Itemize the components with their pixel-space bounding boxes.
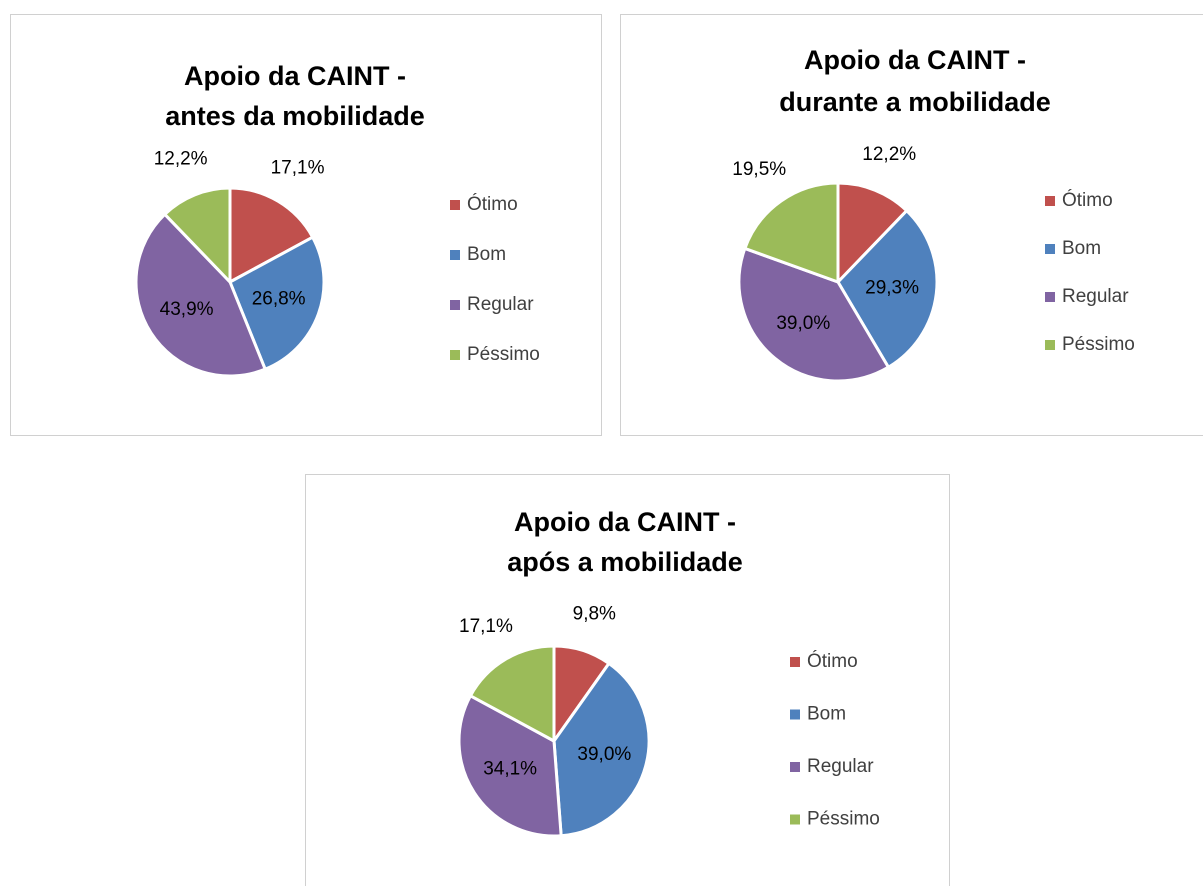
data-label: 26,8% [252,289,306,310]
legend-swatch [1045,292,1055,302]
legend-label: Bom [1062,238,1101,259]
chart-title: durante a mobilidade [779,87,1051,117]
legend-swatch [450,300,460,310]
chart-title: Apoio da CAINT - [804,45,1026,75]
legend-label: Ótimo [467,193,518,215]
data-label: 9,8% [573,603,616,624]
data-label: 17,1% [271,158,325,179]
legend-label: Péssimo [807,809,880,830]
data-label: 17,1% [459,616,513,637]
legend-swatch [450,350,460,360]
data-label: 19,5% [732,159,786,180]
legend-swatch [790,762,800,772]
legend-label: Péssimo [1062,334,1135,355]
legend-swatch [450,200,460,210]
legend-label: Bom [467,244,506,265]
legend-swatch [1045,196,1055,206]
legend-swatch [790,815,800,825]
legend-swatch [1045,244,1055,254]
chart-title: Apoio da CAINT - [514,507,736,537]
legend-label: Péssimo [467,344,540,365]
legend-label: Regular [807,756,874,777]
data-label: 39,0% [776,313,830,334]
chart-title: Apoio da CAINT - [184,61,406,91]
legend-label: Ótimo [807,650,858,672]
legend-swatch [450,250,460,260]
data-label: 39,0% [577,744,631,765]
chart-title: antes da mobilidade [165,101,425,131]
legend-swatch [790,657,800,667]
legend-swatch [790,710,800,720]
legend-label: Ótimo [1062,189,1113,211]
legend-label: Regular [467,294,534,315]
legend-label: Regular [1062,286,1129,307]
data-label: 29,3% [865,277,919,298]
legend-swatch [1045,340,1055,350]
data-label: 12,2% [862,144,916,165]
chart-title: após a mobilidade [507,547,743,577]
data-label: 12,2% [154,149,208,170]
legend-label: Bom [807,704,846,725]
data-label: 43,9% [160,299,214,320]
data-label: 34,1% [483,758,537,779]
